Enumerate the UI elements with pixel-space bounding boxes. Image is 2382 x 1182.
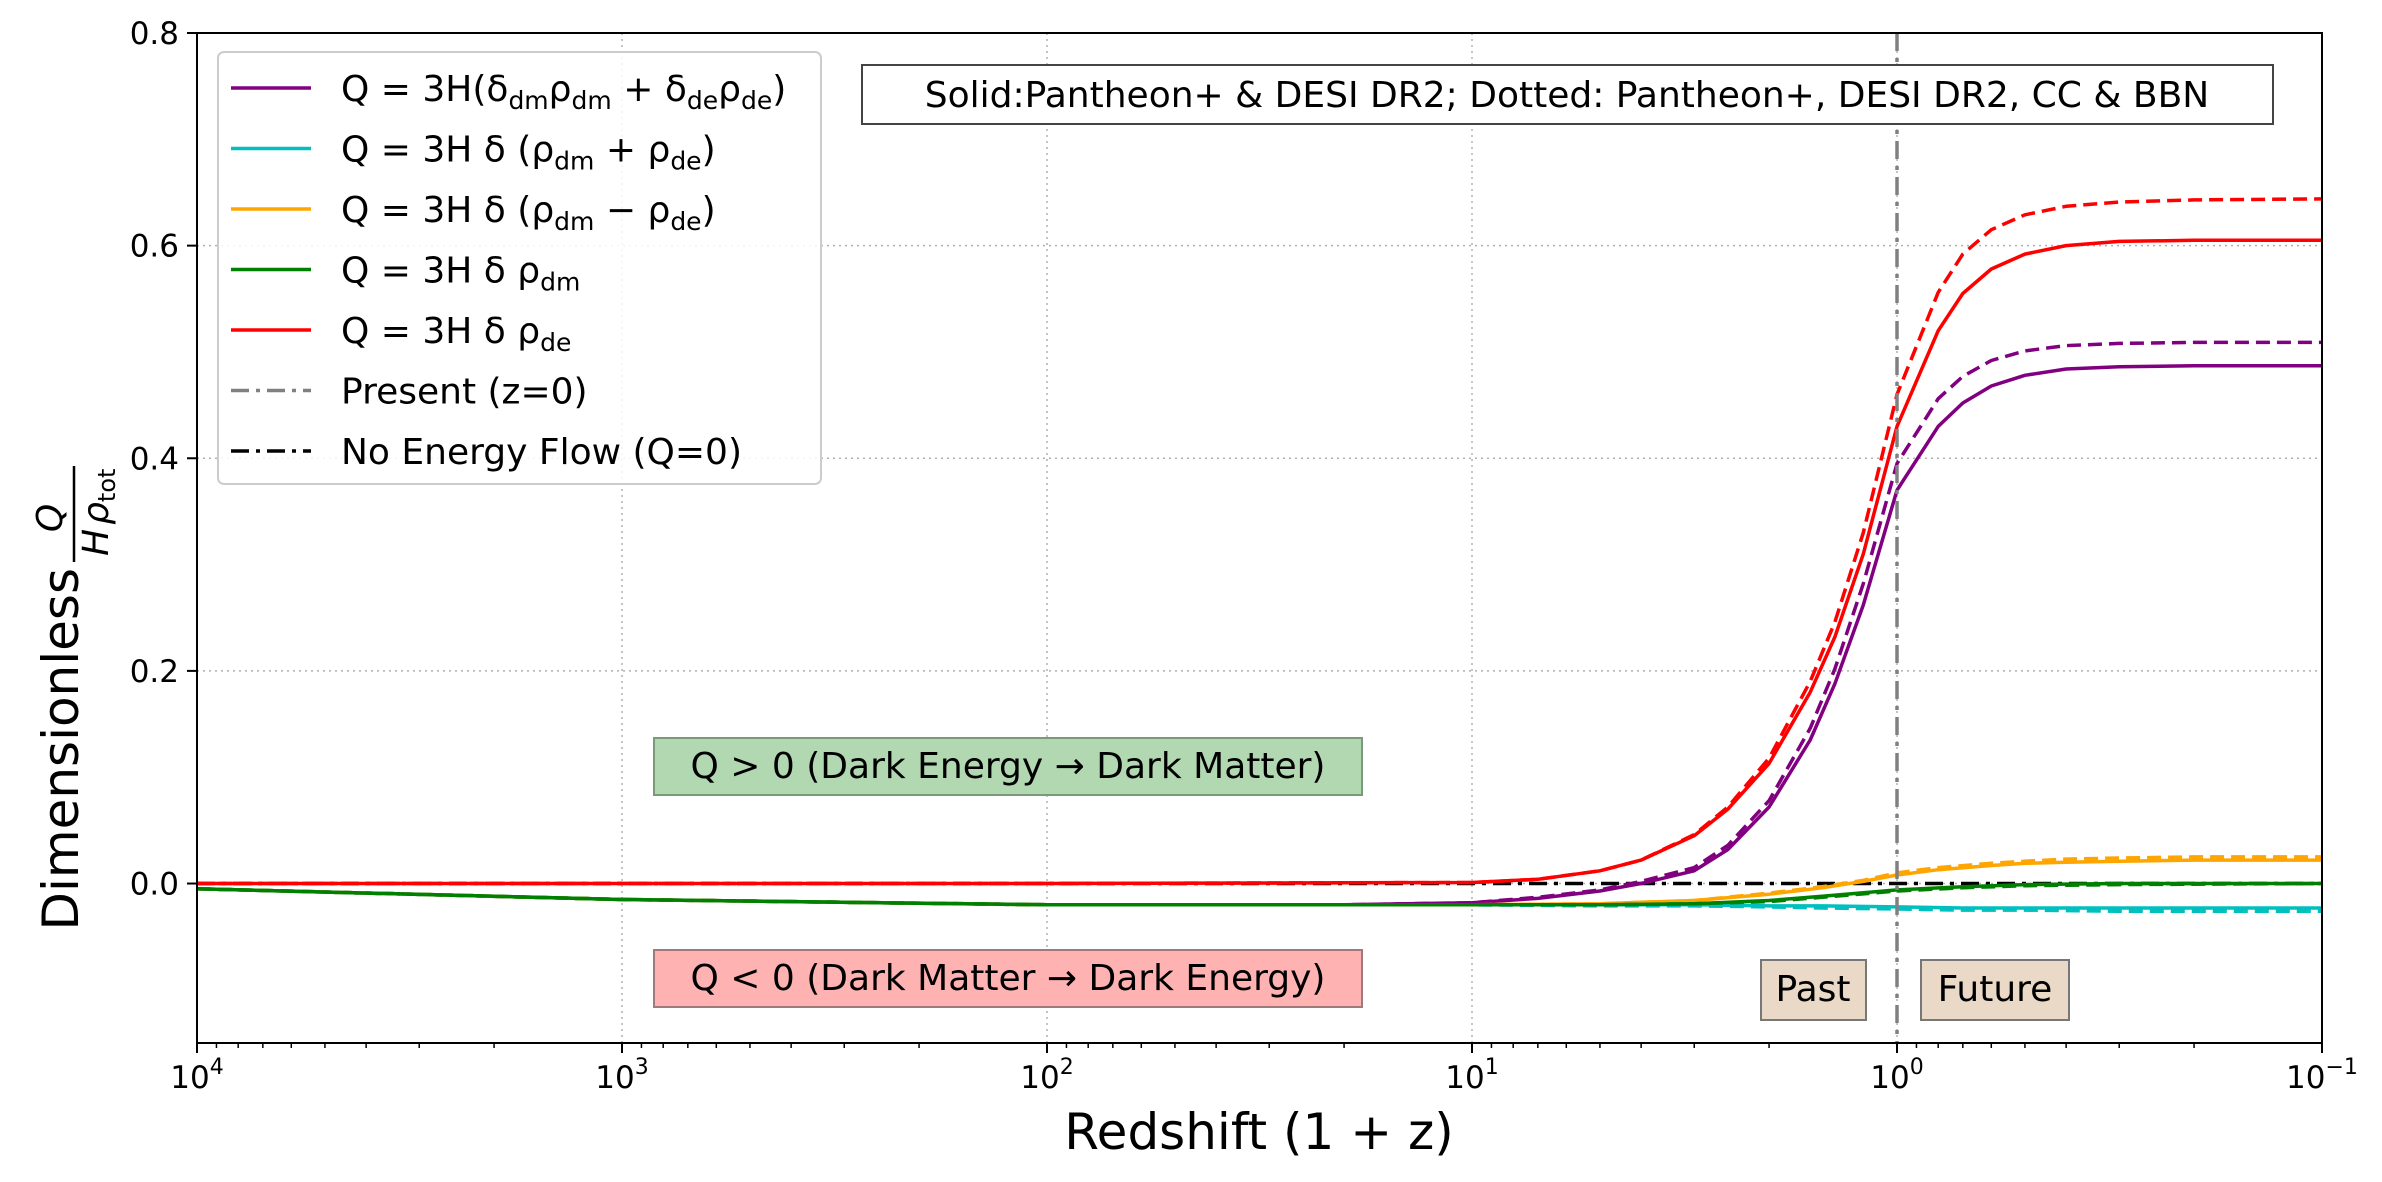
y-axis-fraction-rho: ρ — [76, 502, 117, 525]
negative-region-frame — [653, 949, 1363, 1008]
series-line-1 — [196, 340, 2322, 907]
positive-region-label: Q > 0 (Dark Energy → Dark Matter) — [691, 746, 1326, 787]
y-axis-fraction-numerator: Q — [30, 504, 71, 532]
legend-frame — [217, 51, 822, 485]
series-line-5 — [196, 855, 2322, 907]
y-axis-fraction-h: H — [76, 529, 117, 556]
legend-label-orange: Q = 3H δ (ρdm − ρde) — [341, 190, 716, 236]
x-tick-label: 102 — [1020, 1055, 1073, 1096]
plot-frame — [196, 32, 2323, 1044]
legend-items: Q = 3H(δdmρdm + δdeρde) Q = 3H δ (ρdm + ρ… — [231, 69, 786, 473]
series-line-9 — [197, 197, 2323, 886]
negative-region-box: Q < 0 (Dark Matter → Dark Energy) — [653, 949, 1363, 1008]
legend-label-cyan: Q = 3H δ (ρdm + ρde) — [341, 130, 716, 176]
x-tick-label: 10−1 — [2286, 1055, 2358, 1096]
y-axis-title: Dimensionless Q Hρtot — [30, 466, 121, 931]
dataset-note-text: Solid:Pantheon+ & DESI DR2; Dotted: Pant… — [925, 75, 2209, 116]
future-label-box: Future — [1920, 959, 2070, 1021]
positive-region-box: Q > 0 (Dark Energy → Dark Matter) — [653, 737, 1363, 796]
legend-label-no-flow: No Energy Flow (Q=0) — [341, 432, 742, 473]
series-line-7 — [196, 881, 2323, 907]
y-tick-label: 0.4 — [130, 441, 179, 477]
legend-label-present: Present (z=0) — [341, 372, 588, 413]
future-label-frame — [1920, 959, 2070, 1021]
legend-label-green: Q = 3H δ ρdm — [341, 251, 580, 297]
x-tick-label: 100 — [1870, 1055, 1923, 1096]
past-label: Past — [1775, 969, 1850, 1010]
y-tick-label: 0.0 — [130, 867, 179, 903]
y-tick-label: 0.6 — [130, 229, 179, 265]
x-axis-title: Redshift (1 + z) — [1064, 1103, 1454, 1161]
axis-ticks: 104 103 102 101 100 10−1 0.0 0.2 0.4 0.6 0.8 — [130, 16, 2358, 1096]
y-tick-label: 0.8 — [130, 16, 179, 52]
x-tick-label: 103 — [595, 1055, 648, 1096]
positive-region-frame — [653, 737, 1363, 796]
legend: Q = 3H(δdmρdm + δdeρde) Q = 3H δ (ρdm + ρ… — [217, 51, 822, 485]
dataset-note-frame — [861, 64, 2274, 125]
y-tick-label: 0.2 — [130, 654, 179, 690]
past-label-frame — [1760, 959, 1867, 1021]
future-label: Future — [1938, 969, 2053, 1010]
y-axis-fraction-denominator: Hρtot — [76, 469, 121, 556]
y-axis-fraction-sub: tot — [93, 469, 121, 503]
y-axis-title-text: Dimensionless — [32, 568, 90, 931]
dataset-note-box: Solid:Pantheon+ & DESI DR2; Dotted: Pant… — [861, 64, 2274, 125]
x-tick-label: 101 — [1445, 1055, 1498, 1096]
series-lines — [196, 197, 2323, 913]
x-tick-label: 104 — [170, 1055, 223, 1096]
negative-region-label: Q < 0 (Dark Matter → Dark Energy) — [691, 958, 1326, 999]
past-label-box: Past — [1760, 959, 1867, 1021]
legend-label-purple: Q = 3H(δdmρdm + δdeρde) — [341, 69, 786, 115]
legend-label-red: Q = 3H δ ρde — [341, 311, 571, 357]
